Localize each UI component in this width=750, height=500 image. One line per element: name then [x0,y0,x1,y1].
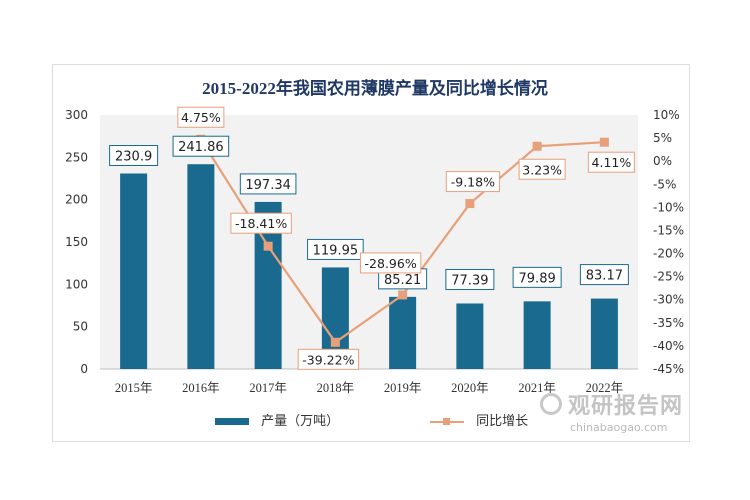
legend-bar-swatch [215,418,249,425]
x-tick-label: 2016年 [182,381,220,395]
bar-data-label-box [445,268,495,290]
bar-data-label: 77.39 [451,273,488,288]
legend-line-label: 同比增长 [476,414,529,429]
bar-data-label: 241.86 [178,140,224,155]
bar-data-label: 197.34 [245,178,291,193]
line-data-label: 4.11% [592,155,632,170]
bar-data-label-box [307,238,364,260]
line-point [599,137,609,147]
line-data-label: 3.23% [522,162,562,177]
line-data-label: -9.18% [451,175,495,190]
bar [120,173,148,369]
bar [456,303,484,369]
right-tick-label: -40% [653,339,684,353]
legend-line-swatch [430,417,464,425]
line-point [532,141,542,151]
right-tick-label: -30% [653,293,684,307]
bar-data-label: 83.17 [586,269,623,284]
legend-bar-label: 产量（万吨） [261,414,340,429]
bar [389,296,417,369]
left-tick-label: 150 [65,235,88,249]
bar [523,301,551,369]
x-tick-label: 2018年 [317,381,355,395]
line-point [398,290,408,300]
line-data-label: 4.75% [181,110,221,125]
x-tick-label: 2015年 [115,381,153,395]
line-data-label: -18.41% [235,216,287,231]
line-data-label-box [177,106,225,128]
watermark-logo-icon [540,393,562,415]
watermark-url: chinabaogao.com [570,421,668,434]
bar [187,164,215,369]
line-data-label-box [518,158,566,180]
left-tick-label: 100 [65,277,88,291]
x-tick-label: 2020年 [451,381,489,395]
left-tick-label: 300 [65,108,88,122]
bar-data-label: 85.21 [384,273,421,288]
line-data-label-box [359,252,422,274]
legend-bar: 产量（万吨） [215,410,340,429]
left-tick-label: 0 [80,362,88,376]
watermark: 观研报告网 chinabaogao.com [540,388,683,434]
line-data-label-box [587,151,635,173]
right-tick-label: -10% [653,200,684,214]
line-point [330,337,340,347]
legend-line: 同比增长 [430,410,529,429]
left-tick-label: 250 [65,150,88,164]
right-tick-label: -25% [653,270,684,284]
watermark-name: 观研报告网 [568,394,684,419]
bar-data-label-box [579,264,629,286]
left-tick-label: 50 [73,320,88,334]
right-tick-label: -5% [653,177,676,191]
bar-data-label-box [512,266,562,288]
right-tick-label: -15% [653,223,684,237]
right-tick-label: -20% [653,247,684,261]
right-tick-label: 10% [653,108,680,122]
bar-data-label: 230.9 [115,150,152,165]
line-data-label-box [230,212,292,234]
line-data-label: -28.96% [365,256,417,271]
line-data-label-box [297,348,360,370]
right-tick-label: -35% [653,316,684,330]
x-tick-label: 2017年 [249,381,287,395]
line-data-label: -39.22% [302,352,354,367]
bar-data-label-box [172,135,230,157]
right-tick-label: 5% [653,131,672,145]
line-point [465,199,475,209]
x-tick-label: 2021年 [518,381,556,395]
x-tick-label: 2022年 [586,381,624,395]
right-tick-label: 0% [653,154,672,168]
bar [590,298,618,369]
x-tick-label: 2019年 [384,381,422,395]
bar-data-label: 119.95 [313,243,359,258]
chart-title: 2015-2022年我国农用薄膜产量及同比增长情况 [202,79,548,98]
bar-data-label-box [109,145,159,167]
line-data-label-box [445,171,500,193]
line-point [263,241,273,251]
bar-data-label: 79.89 [519,271,556,286]
left-tick-label: 200 [65,193,88,207]
right-tick-label: -45% [653,362,684,376]
bar-data-label-box [239,173,297,195]
